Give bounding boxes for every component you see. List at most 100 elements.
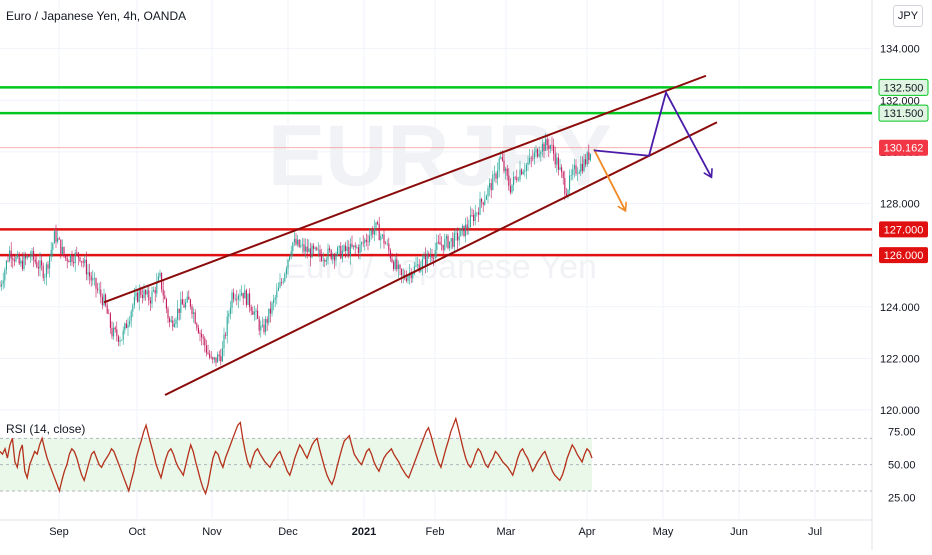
- candle: [273, 294, 275, 311]
- candle: [461, 223, 463, 236]
- candle-body: [309, 248, 311, 258]
- candle-body: [529, 157, 531, 163]
- candle: [492, 170, 494, 191]
- candle: [450, 237, 452, 250]
- level-tag-126-000-box: [879, 247, 928, 264]
- candle: [287, 259, 289, 275]
- candle-body: [367, 241, 369, 243]
- candle: [351, 235, 353, 249]
- candle: [127, 317, 129, 336]
- candle-body: [162, 289, 164, 296]
- candle-body: [578, 172, 580, 174]
- candle-body: [135, 292, 137, 297]
- candle-body: [1, 283, 3, 287]
- candle-body: [445, 236, 447, 240]
- candle-body: [73, 262, 75, 264]
- candle-body: [356, 247, 358, 248]
- candle-body: [258, 318, 260, 331]
- candle: [53, 228, 55, 244]
- candle-body: [177, 308, 179, 320]
- candle-body: [263, 324, 265, 333]
- candle: [135, 285, 137, 301]
- candle: [541, 139, 543, 157]
- candle: [33, 247, 35, 268]
- candle-body: [47, 264, 49, 269]
- candle-body: [421, 259, 423, 268]
- candle-body: [121, 339, 123, 341]
- price-tick-label: 124.000: [880, 302, 920, 314]
- candle: [306, 238, 308, 259]
- candle-body: [407, 275, 409, 281]
- level-tag-131-500-text: 131.500: [884, 108, 924, 120]
- candle: [497, 162, 499, 186]
- candle-body: [31, 251, 33, 257]
- candle-body: [60, 239, 62, 254]
- candle: [213, 356, 215, 364]
- candle: [189, 298, 191, 310]
- candle-body: [418, 264, 420, 272]
- candle-body: [508, 175, 510, 187]
- current-price-tag-text: 130.162: [884, 143, 924, 155]
- candle-body: [34, 259, 36, 263]
- candle: [87, 264, 89, 281]
- candle: [175, 317, 177, 328]
- candle: [425, 247, 427, 274]
- candle-body: [545, 139, 547, 151]
- candle: [353, 245, 355, 251]
- candle: [221, 341, 223, 363]
- candle-body: [10, 250, 12, 259]
- candle-body: [361, 242, 363, 245]
- candle: [193, 307, 195, 323]
- candle-body: [229, 308, 231, 315]
- candle-body: [433, 258, 435, 259]
- currency-button[interactable]: JPY: [893, 5, 923, 27]
- candle: [354, 242, 356, 256]
- candle-body: [5, 260, 7, 271]
- candle: [511, 184, 513, 195]
- candle: [236, 290, 238, 306]
- candle: [386, 239, 388, 246]
- candle-body: [506, 168, 508, 176]
- candle-body: [572, 168, 574, 176]
- candle: [468, 219, 470, 235]
- candle: [532, 149, 534, 162]
- candle: [466, 216, 468, 235]
- candle-body: [516, 177, 518, 181]
- candle-body: [583, 159, 585, 171]
- candle-body: [185, 302, 187, 308]
- level-tag-132-500-text: 132.500: [884, 82, 924, 94]
- candle-body: [33, 251, 35, 260]
- level-tag-126-000-text: 126.000: [884, 250, 924, 262]
- candle: [317, 242, 319, 258]
- candle-body: [279, 282, 281, 288]
- candle-body: [345, 245, 347, 251]
- candle: [117, 334, 119, 347]
- candle-body: [581, 163, 583, 171]
- candle: [49, 255, 51, 278]
- candle: [90, 271, 92, 287]
- candle: [210, 351, 212, 360]
- candle-body: [18, 254, 20, 264]
- candle: [517, 176, 519, 182]
- candle: [301, 237, 303, 254]
- candle-body: [513, 176, 515, 185]
- candle-body: [375, 222, 377, 228]
- candle: [9, 246, 11, 263]
- candle: [561, 164, 563, 178]
- candle: [554, 146, 556, 169]
- candle: [173, 318, 175, 328]
- candle: [300, 239, 302, 249]
- candle: [397, 260, 399, 278]
- candle-body: [481, 199, 483, 203]
- candle: [167, 306, 169, 323]
- candle-body: [343, 245, 345, 251]
- candle: [575, 159, 577, 176]
- candle-body: [557, 157, 559, 170]
- candle-body: [202, 337, 204, 339]
- candle-body: [521, 169, 523, 175]
- candle-body: [385, 243, 387, 245]
- candle-body: [460, 228, 462, 237]
- candle: [25, 252, 27, 266]
- candle-body: [466, 224, 468, 229]
- candle: [410, 268, 412, 284]
